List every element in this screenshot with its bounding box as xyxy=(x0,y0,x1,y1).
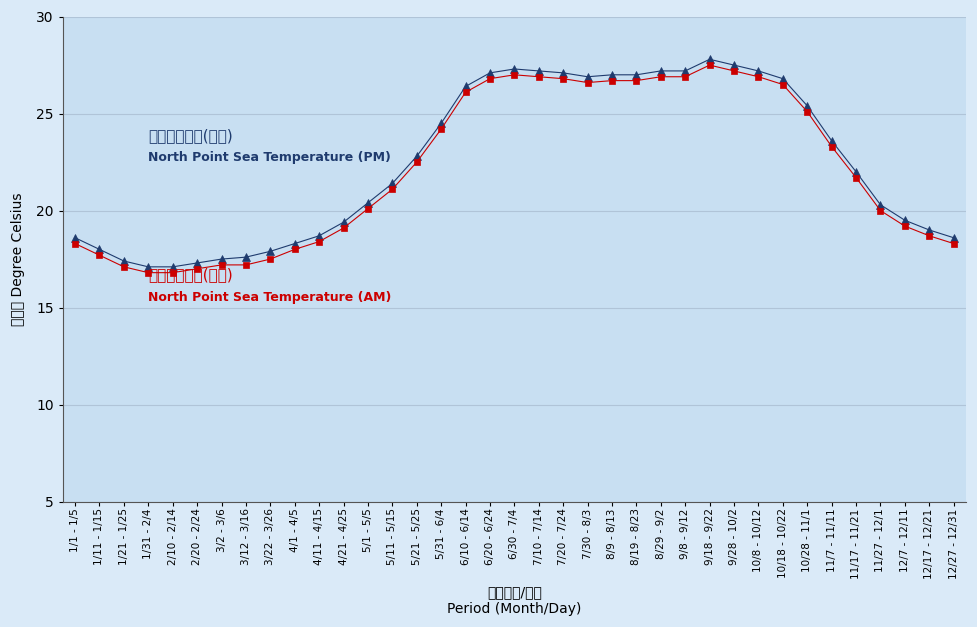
Text: North Point Sea Temperature (AM): North Point Sea Temperature (AM) xyxy=(149,291,392,303)
Y-axis label: 攝氏度 Degree Celsius: 攝氏度 Degree Celsius xyxy=(11,192,25,326)
X-axis label: 期間（月/日）
Period (Month/Day): 期間（月/日） Period (Month/Day) xyxy=(447,586,581,616)
Text: 北角海水溫度(上午): 北角海水溫度(上午) xyxy=(149,267,234,282)
Text: North Point Sea Temperature (PM): North Point Sea Temperature (PM) xyxy=(149,151,391,164)
Text: 北角海水溫度(下午): 北角海水溫度(下午) xyxy=(149,128,234,143)
